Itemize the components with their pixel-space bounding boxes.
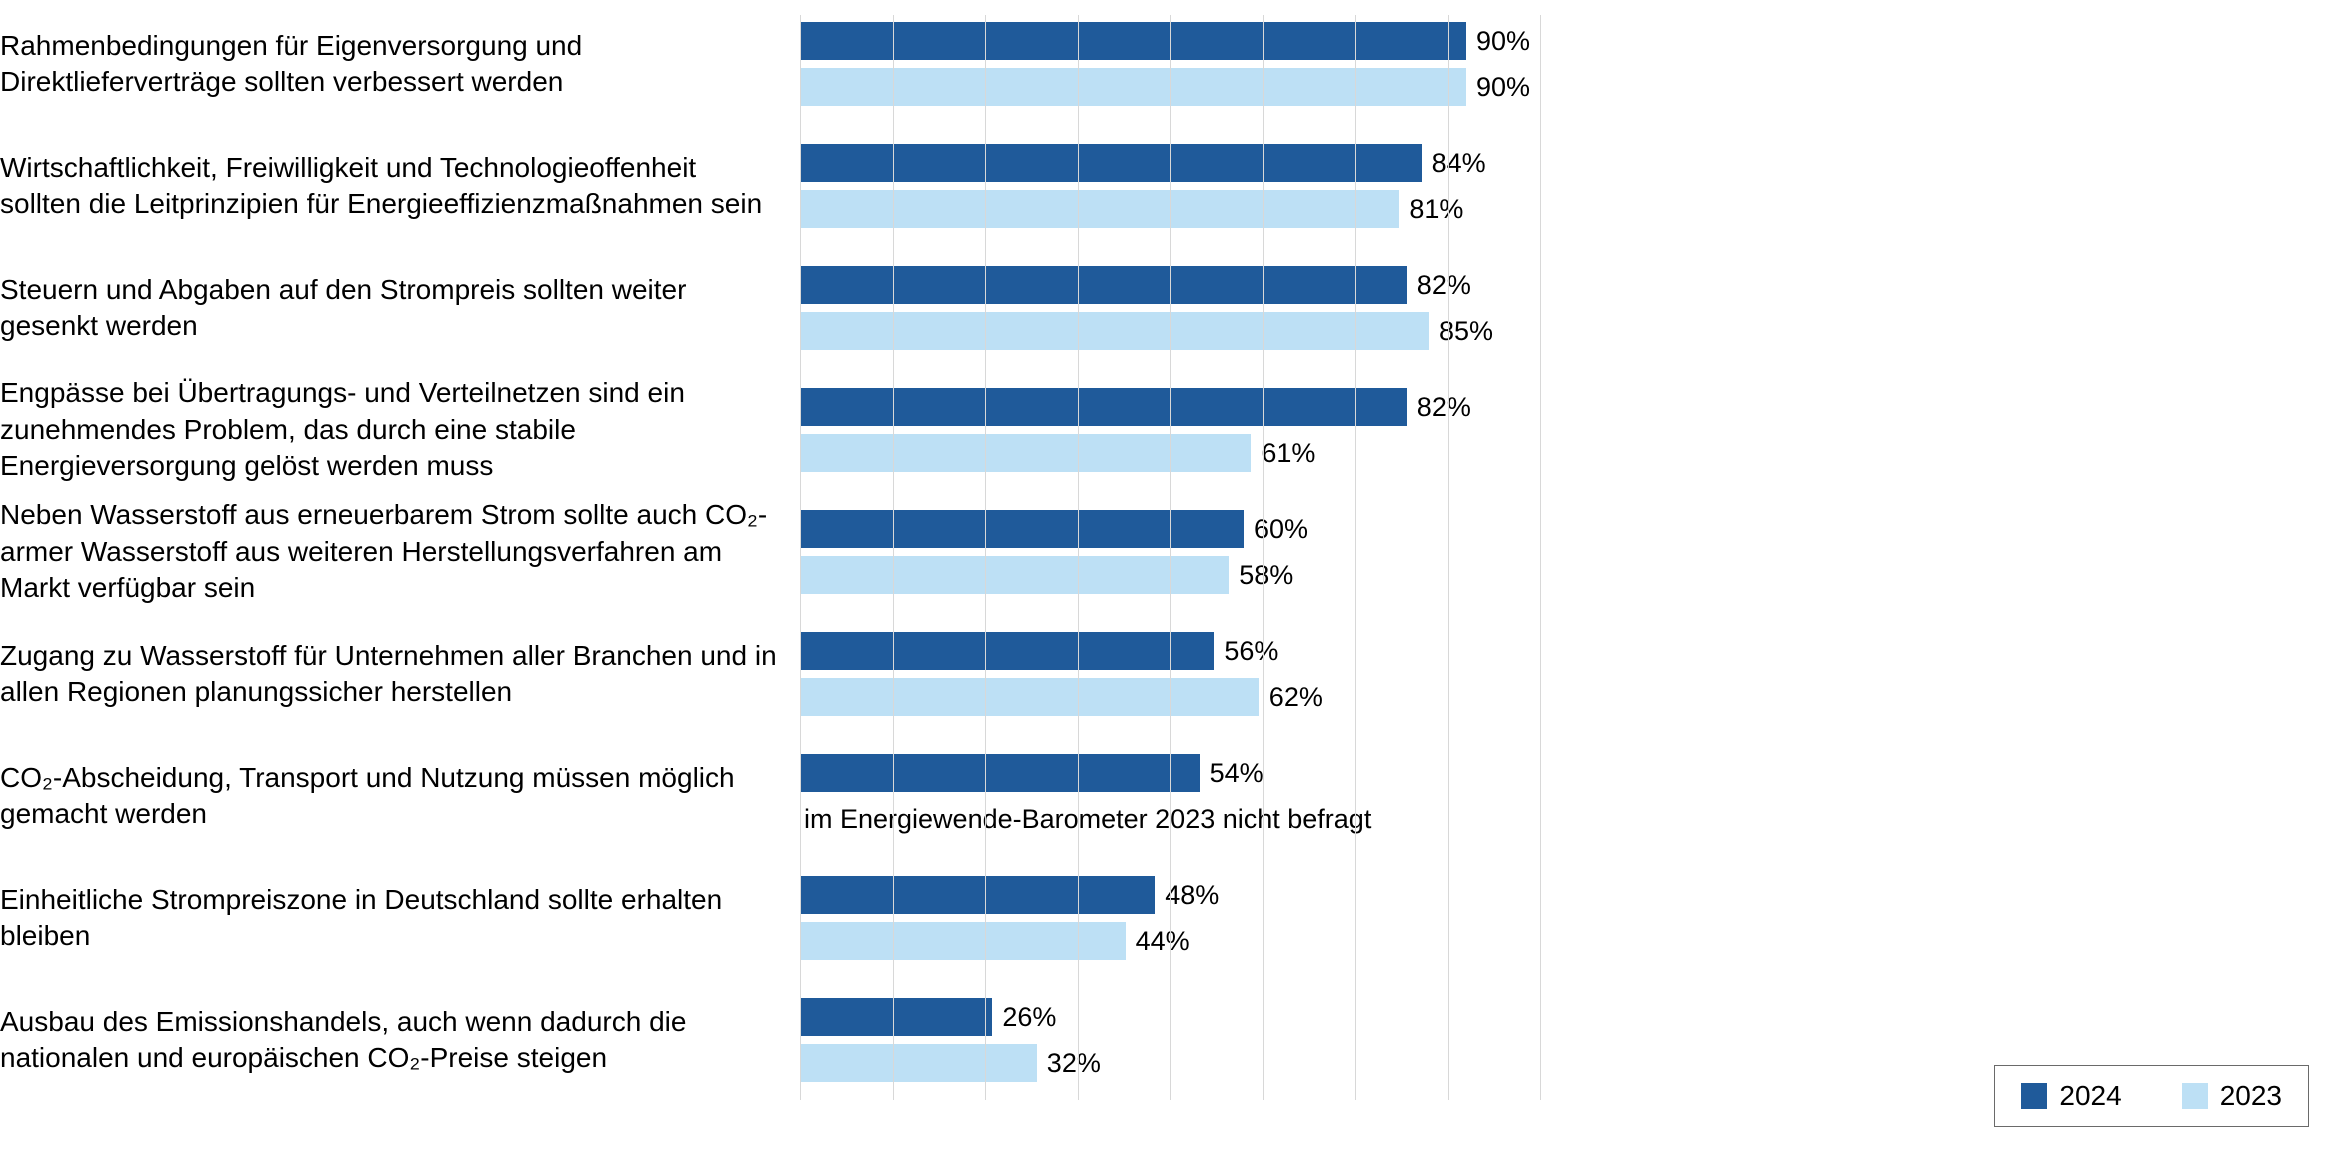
row-label: Zugang zu Wasserstoff für Unternehmen al… <box>0 638 800 711</box>
bars-column: 82% 61% <box>800 388 1540 472</box>
bars-column: 26%32% <box>800 998 1540 1082</box>
legend-item-2024: 2024 <box>2021 1080 2121 1112</box>
chart-row: CO₂-Abscheidung, Transport und Nutzung m… <box>0 752 2339 840</box>
chart-row: Zugang zu Wasserstoff für Unternehmen al… <box>0 630 2339 718</box>
value-2023: 81% <box>1409 194 1463 225</box>
bars-column: 82%85% <box>800 266 1540 350</box>
bar-2024 <box>800 144 1422 182</box>
bar-line-2024: 90% <box>800 22 1540 60</box>
row-label: Einheitliche Strompreiszone in Deutschla… <box>0 882 800 955</box>
value-2024: 82% <box>1417 392 1471 423</box>
value-2023: 62% <box>1269 682 1323 713</box>
value-2023: 32% <box>1047 1048 1101 1079</box>
legend-label-2023: 2023 <box>2220 1080 2282 1112</box>
bar-line-2023: 62% <box>800 678 1540 716</box>
value-2024: 54% <box>1210 758 1264 789</box>
chart-row: Wirtschaftlichkeit, Freiwilligkeit und T… <box>0 142 2339 230</box>
chart-row: Ausbau des Emissionshandels, auch wenn d… <box>0 996 2339 1084</box>
bar-line-2023: 58% <box>800 556 1540 594</box>
value-2024: 60% <box>1254 514 1308 545</box>
bar-line-2024: 82% <box>800 266 1540 304</box>
bar-2024 <box>800 998 992 1036</box>
value-2024: 90% <box>1476 26 1530 57</box>
value-2024: 56% <box>1224 636 1278 667</box>
bars-column: 54% im Energiewende-Barometer 2023 nicht … <box>800 754 1540 838</box>
bars-column: 56%62% <box>800 632 1540 716</box>
bar-line-2023: 90% <box>800 68 1540 106</box>
bar-line-2024: 84% <box>800 144 1540 182</box>
bar-2023 <box>800 68 1466 106</box>
bar-line-2024: 26% <box>800 998 1540 1036</box>
bar-line-2024: 56% <box>800 632 1540 670</box>
bar-line-2023: 85% <box>800 312 1540 350</box>
swatch-2024 <box>2021 1083 2047 1109</box>
row-label: Ausbau des Emissionshandels, auch wenn d… <box>0 1004 800 1077</box>
value-2023: 61% <box>1261 438 1315 469</box>
bar-line-2024: 82% <box>800 388 1540 426</box>
no-data-note: im Energiewende-Barometer 2023 nicht bef… <box>800 804 1371 835</box>
row-label: CO₂-Abscheidung, Transport und Nutzung m… <box>0 760 800 833</box>
bar-2024 <box>800 510 1244 548</box>
bar-2024 <box>800 22 1466 60</box>
bar-2024 <box>800 876 1155 914</box>
bar-2023 <box>800 556 1229 594</box>
row-label: Wirtschaftlichkeit, Freiwilligkeit und T… <box>0 150 800 223</box>
value-2023: 85% <box>1439 316 1493 347</box>
bar-line-2023: 61% <box>800 434 1540 472</box>
row-label: Rahmenbedingungen für Eigenversorgung un… <box>0 28 800 101</box>
bar-chart: Rahmenbedingungen für Eigenversorgung un… <box>0 0 2339 1084</box>
bar-line-2024: 54% <box>800 754 1540 792</box>
bar-line-2024: 48% <box>800 876 1540 914</box>
bars-column: 48%44% <box>800 876 1540 960</box>
value-2023: 44% <box>1136 926 1190 957</box>
bar-2024 <box>800 754 1200 792</box>
row-label: Neben Wasserstoff aus erneuerbarem Strom… <box>0 497 800 606</box>
bars-column: 60%58% <box>800 510 1540 594</box>
bar-line-2023: 44% <box>800 922 1540 960</box>
row-label: Engpässe bei Übertragungs- und Verteilne… <box>0 375 800 484</box>
bar-2023 <box>800 1044 1037 1082</box>
chart-row: Engpässe bei Übertragungs- und Verteilne… <box>0 386 2339 474</box>
bars-column: 90%90% <box>800 22 1540 106</box>
bar-2024 <box>800 266 1407 304</box>
value-2024: 48% <box>1165 880 1219 911</box>
row-label: Steuern und Abgaben auf den Strompreis s… <box>0 272 800 345</box>
value-2024: 26% <box>1002 1002 1056 1033</box>
bars-column: 84%81% <box>800 144 1540 228</box>
chart-row: Rahmenbedingungen für Eigenversorgung un… <box>0 20 2339 108</box>
bar-line-2024: 60% <box>800 510 1540 548</box>
bar-2024 <box>800 632 1214 670</box>
bar-2023 <box>800 434 1251 472</box>
bar-2023 <box>800 922 1126 960</box>
chart-row: Neben Wasserstoff aus erneuerbarem Strom… <box>0 508 2339 596</box>
value-2023: 58% <box>1239 560 1293 591</box>
bar-2023 <box>800 190 1399 228</box>
chart-row: Einheitliche Strompreiszone in Deutschla… <box>0 874 2339 962</box>
chart-row: Steuern und Abgaben auf den Strompreis s… <box>0 264 2339 352</box>
bar-2023 <box>800 678 1259 716</box>
legend-item-2023: 2023 <box>2182 1080 2282 1112</box>
value-2024: 82% <box>1417 270 1471 301</box>
value-2023: 90% <box>1476 72 1530 103</box>
legend: 2024 2023 <box>1994 1065 2309 1127</box>
bar-line-2023: 81% <box>800 190 1540 228</box>
bar-line-2023: im Energiewende-Barometer 2023 nicht bef… <box>800 800 1540 838</box>
swatch-2023 <box>2182 1083 2208 1109</box>
bar-line-2023: 32% <box>800 1044 1540 1082</box>
legend-label-2024: 2024 <box>2059 1080 2121 1112</box>
value-2024: 84% <box>1432 148 1486 179</box>
bar-2024 <box>800 388 1407 426</box>
bar-2023 <box>800 312 1429 350</box>
